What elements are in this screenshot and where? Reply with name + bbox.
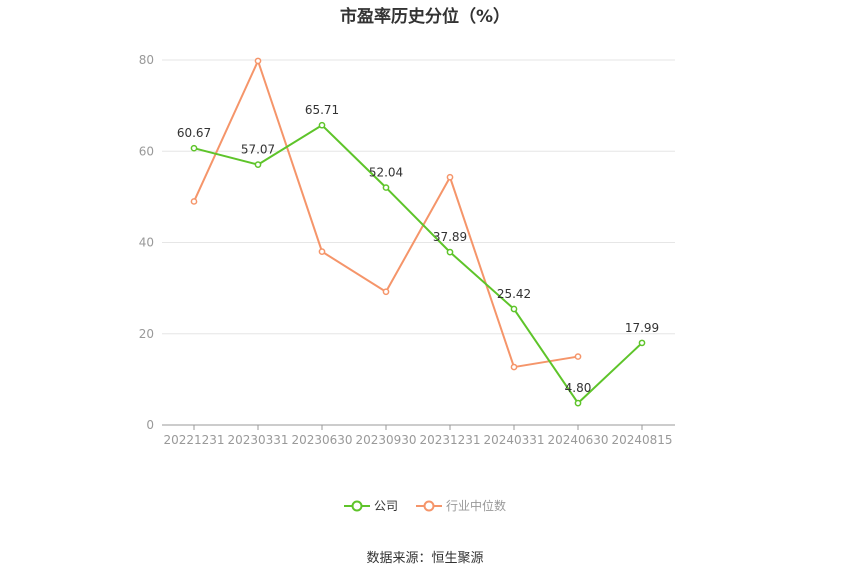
data-point-company	[446, 248, 454, 256]
data-label-company: 52.04	[369, 166, 403, 180]
x-tick-label: 20240630	[547, 433, 608, 447]
y-tick-label: 80	[139, 53, 154, 67]
data-label-company: 4.80	[565, 381, 592, 395]
x-tick-label: 20231231	[419, 433, 480, 447]
legend-swatch-company	[343, 500, 370, 511]
data-label-company: 37.89	[433, 230, 467, 244]
legend-item-industry-median[interactable]: 行业中位数	[416, 497, 506, 514]
y-tick-label: 0	[146, 418, 154, 432]
data-point-industry-median	[254, 57, 262, 65]
data-label-company: 65.71	[305, 103, 339, 117]
legend-label-industry-median: 行业中位数	[446, 499, 507, 513]
data-point-industry-median	[318, 248, 326, 255]
data-label-company: 17.99	[625, 321, 659, 335]
y-tick-label: 40	[139, 236, 154, 250]
legend-swatch-industry-median	[416, 500, 442, 511]
data-point-company	[318, 121, 326, 129]
x-tick-label: 20240331	[483, 433, 544, 447]
data-point-company	[510, 305, 518, 313]
x-tick-label: 20221231	[163, 433, 224, 447]
data-point-industry-median	[446, 173, 454, 181]
y-tick-label: 20	[139, 327, 154, 341]
data-label-company: 25.42	[497, 287, 531, 301]
data-point-company	[190, 144, 198, 152]
x-tick-label: 20230331	[227, 433, 288, 447]
data-point-company	[574, 399, 582, 407]
chart-title: 市盈率历史分位（%）	[339, 7, 511, 27]
series-line-industry-median	[193, 59, 579, 369]
x-tick-label: 20240815	[611, 433, 672, 447]
data-point-company	[382, 184, 390, 191]
data-point-industry-median	[382, 288, 390, 296]
chart-legend: 公司 行业中位数	[0, 497, 850, 514]
data-point-company	[638, 339, 646, 347]
legend-label-company: 公司	[373, 499, 398, 513]
data-label-company: 57.07	[241, 143, 275, 157]
data-point-company	[254, 161, 262, 168]
data-label-company: 60.67	[177, 126, 211, 140]
x-tick-label: 20230930	[355, 433, 416, 447]
series-line-company	[193, 124, 643, 405]
legend-item-company[interactable]: 公司	[343, 497, 398, 514]
y-tick-label: 60	[139, 144, 154, 158]
x-tick-label: 20230630	[291, 433, 352, 447]
data-point-industry-median	[190, 198, 198, 205]
data-point-industry-median	[574, 353, 582, 360]
data-source: 数据来源：恒生聚源	[366, 551, 484, 566]
data-point-industry-median	[510, 363, 518, 371]
